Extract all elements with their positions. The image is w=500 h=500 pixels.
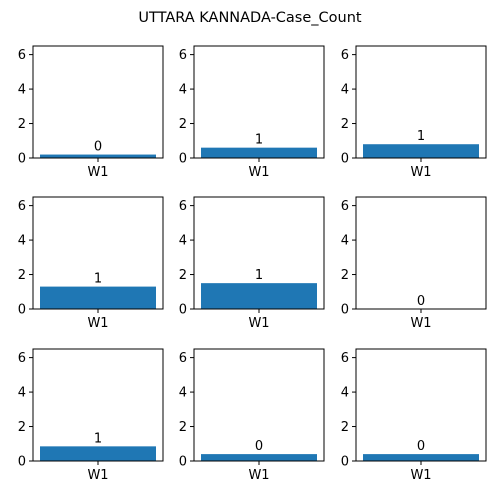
y-tick-label: 2 [179,268,187,283]
subplot: 0 W1 0 2 4 6 [341,196,487,331]
y-tick-label: 4 [341,386,349,401]
x-tick-label: W1 [248,468,269,483]
axes-frame [355,45,487,159]
y-tick-label: 0 [18,152,26,167]
y-tick-label: 2 [341,268,349,283]
subplot-grid: 0 W1 0 2 4 6 1 W1 0 2 4 6 1 W1 0 2 4 6 1 W1 0 2 4 6 1 W1 0 2 4 6 0 W1 0 2… [18,45,487,483]
y-tick-label: 0 [341,455,349,470]
x-tick-label: W1 [410,316,431,331]
subplot: 1 W1 0 2 4 6 [179,196,325,331]
y-tick-label: 6 [18,351,26,366]
bar [363,144,479,158]
y-tick-label: 2 [18,268,26,283]
y-tick-label: 0 [179,303,187,318]
bar [201,454,317,461]
x-tick-label: W1 [248,316,269,331]
bar-value-label: 0 [94,140,102,155]
y-tick-label: 0 [18,303,26,318]
axes-frame [355,348,487,462]
subplot: 0 W1 0 2 4 6 [18,45,164,180]
y-tick-label: 6 [179,48,187,63]
y-tick-label: 4 [179,386,187,401]
x-tick-label: W1 [87,165,108,180]
y-tick-label: 6 [341,351,349,366]
x-tick-label: W1 [410,165,431,180]
y-tick-label: 0 [179,152,187,167]
axes-frame [193,348,325,462]
chart-title: UTTARA KANNADA-Case_Count [138,10,362,26]
axes-frame [32,348,164,462]
bar [40,286,156,309]
bar [201,147,317,158]
bar-value-label: 0 [417,294,425,309]
axes-frame [193,196,325,310]
bar-value-label: 0 [417,439,425,454]
y-tick-label: 6 [179,199,187,214]
subplot: 0 W1 0 2 4 6 [179,348,325,483]
bar-value-label: 1 [255,268,263,283]
y-tick-label: 2 [341,117,349,132]
x-tick-label: W1 [87,468,108,483]
x-tick-label: W1 [248,165,269,180]
y-tick-label: 2 [179,117,187,132]
y-tick-label: 2 [341,420,349,435]
y-tick-label: 0 [341,152,349,167]
bar [40,154,156,158]
bar-value-label: 0 [255,439,263,454]
y-tick-label: 6 [179,351,187,366]
y-tick-label: 6 [18,48,26,63]
subplot: 1 W1 0 2 4 6 [18,348,164,483]
y-tick-label: 4 [18,83,26,98]
subplot: 0 W1 0 2 4 6 [341,348,487,483]
y-tick-label: 6 [341,199,349,214]
y-tick-label: 4 [18,386,26,401]
y-tick-label: 4 [179,83,187,98]
bar-value-label: 1 [94,431,102,446]
subplot: 1 W1 0 2 4 6 [18,196,164,331]
y-tick-label: 4 [179,234,187,249]
subplot: 1 W1 0 2 4 6 [341,45,487,180]
y-tick-label: 2 [18,420,26,435]
y-tick-label: 2 [179,420,187,435]
y-tick-label: 2 [18,117,26,132]
y-tick-label: 6 [341,48,349,63]
axes-frame [355,196,487,310]
axes-frame [32,196,164,310]
axes-frame [193,45,325,159]
bar [363,454,479,461]
x-tick-label: W1 [87,316,108,331]
bar-value-label: 1 [417,129,425,144]
subplot: 1 W1 0 2 4 6 [179,45,325,180]
bar [40,446,156,461]
y-tick-label: 0 [341,303,349,318]
y-tick-label: 6 [18,199,26,214]
y-tick-label: 0 [18,455,26,470]
bar-value-label: 1 [255,133,263,148]
y-tick-label: 4 [341,234,349,249]
y-tick-label: 4 [341,83,349,98]
x-tick-label: W1 [410,468,431,483]
y-tick-label: 0 [179,455,187,470]
y-tick-label: 4 [18,234,26,249]
bar-value-label: 1 [94,272,102,287]
axes-frame [32,45,164,159]
bar [201,283,317,309]
